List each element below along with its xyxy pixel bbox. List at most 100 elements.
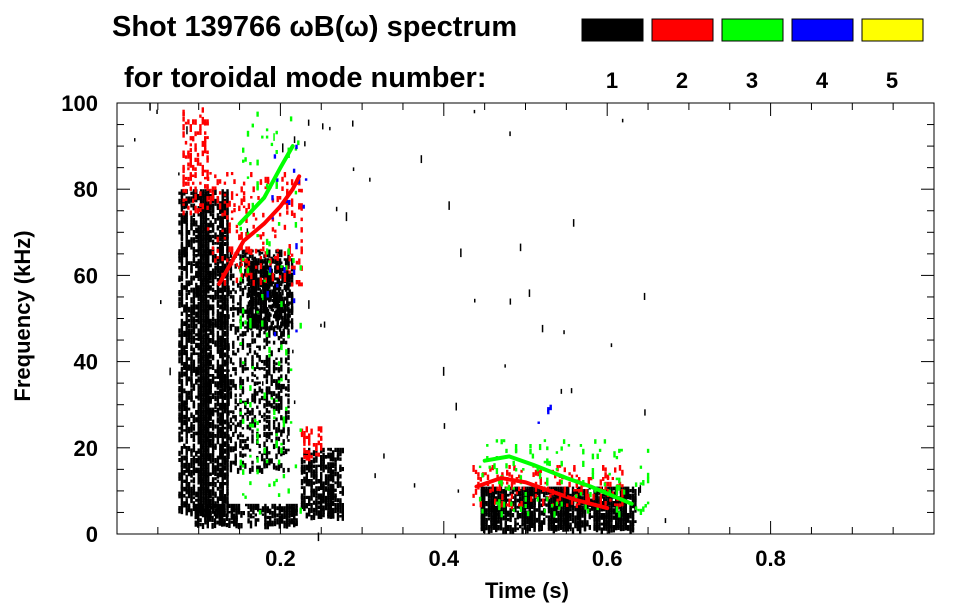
spectrum-cell-mode-1 bbox=[226, 191, 229, 196]
spectrum-cell-mode-2 bbox=[221, 256, 224, 262]
spectrum-cell-mode-1 bbox=[209, 263, 212, 268]
spectrum-cell-mode-2 bbox=[201, 164, 204, 171]
spectrum-cell-mode-1 bbox=[185, 369, 188, 372]
spectrum-cell-mode-1 bbox=[499, 508, 503, 513]
spectrum-cell-mode-1 bbox=[190, 220, 193, 225]
spectrum-cell-mode-1 bbox=[204, 359, 208, 363]
spectrum-cell-mode-2 bbox=[194, 133, 197, 137]
spectrum-cell-mode-1 bbox=[190, 491, 193, 497]
spectrum-cell-mode-2 bbox=[602, 477, 605, 481]
spectrum-cell-mode-1 bbox=[295, 523, 298, 527]
spectrum-cell-mode-1 bbox=[230, 506, 233, 511]
spectrum-cell-mode-1 bbox=[197, 455, 200, 461]
spectrum-cell-mode-1 bbox=[178, 342, 181, 347]
spectrum-cell-mode-1 bbox=[226, 414, 229, 418]
spectrum-cell-mode-1 bbox=[516, 505, 519, 509]
spectrum-cell-mode-1 bbox=[199, 378, 203, 382]
spectrum-cell-mode-1 bbox=[329, 495, 332, 500]
spectrum-cell-mode-2 bbox=[242, 205, 246, 209]
spectrum-cell-mode-1 bbox=[339, 481, 342, 488]
spectrum-cell-mode-1 bbox=[562, 513, 565, 518]
spectrum-cell-mode-2 bbox=[300, 205, 303, 211]
spectrum-cell-mode-1 bbox=[540, 498, 543, 502]
spectrum-cell-mode-1 bbox=[251, 254, 254, 258]
spectrum-cell-mode-1 bbox=[226, 189, 229, 194]
spectrum-cell-mode-2 bbox=[199, 128, 202, 135]
spectrum-cell-mode-1 bbox=[213, 518, 217, 525]
spectrum-cell-mode-1 bbox=[211, 338, 215, 345]
spectrum-cell-mode-1 bbox=[281, 275, 284, 279]
spectrum-cell-mode-1 bbox=[244, 412, 247, 416]
spectrum-cell-mode-1 bbox=[239, 379, 242, 383]
spectrum-cell-mode-1 bbox=[284, 340, 288, 345]
spectrum-cell-mode-1 bbox=[305, 505, 308, 509]
spectrum-cell-mode-1 bbox=[227, 424, 230, 429]
spectrum-cell-mode-1 bbox=[204, 515, 207, 521]
spectrum-cell-mode-1 bbox=[322, 452, 325, 458]
spectrum-cell-mode-1 bbox=[226, 366, 229, 371]
spectrum-cell-mode-1 bbox=[180, 273, 184, 276]
spectrum-cell-mode-1 bbox=[207, 412, 210, 419]
spectrum-cell-mode-1 bbox=[219, 462, 222, 467]
spectrum-cell-mode-1 bbox=[332, 507, 335, 514]
spectrum-cell-mode-2 bbox=[283, 224, 287, 230]
spectrum-cell-mode-1 bbox=[287, 467, 290, 473]
spectrum-cell-mode-1 bbox=[257, 260, 260, 266]
spectrum-cell-mode-2 bbox=[274, 256, 277, 260]
spectrum-cell-mode-1 bbox=[545, 503, 548, 507]
spectrum-cell-mode-1 bbox=[209, 498, 212, 505]
spectrum-cell-mode-1 bbox=[211, 470, 215, 475]
spectrum-cell-mode-2 bbox=[187, 152, 190, 159]
spectrum-cell-mode-2 bbox=[228, 200, 231, 207]
spectrum-cell-mode-1 bbox=[277, 249, 281, 255]
spectrum-cell-mode-1 bbox=[244, 333, 247, 337]
spectrum-cell-mode-2 bbox=[472, 467, 475, 472]
spectrum-cell-mode-1 bbox=[332, 500, 335, 505]
spectrum-cell-mode-1 bbox=[280, 434, 283, 437]
spectrum-cell-mode-1 bbox=[336, 507, 340, 513]
spectrum-cell-mode-2 bbox=[300, 433, 304, 438]
spectrum-cell-mode-2 bbox=[187, 176, 190, 182]
spectrum-cell-mode-1 bbox=[199, 314, 203, 317]
spectrum-cell-mode-1 bbox=[237, 523, 241, 530]
spectrum-cell-mode-2 bbox=[206, 205, 209, 210]
spectrum-cell-mode-1 bbox=[264, 515, 267, 522]
spectrum-cell-mode-1 bbox=[185, 455, 188, 459]
spectrum-cell-mode-1 bbox=[327, 447, 330, 451]
spectrum-cell-mode-1 bbox=[504, 508, 507, 512]
spectrum-cell-mode-1 bbox=[178, 412, 181, 416]
spectrum-cell-mode-1 bbox=[226, 506, 229, 511]
spectrum-cell-mode-1 bbox=[216, 266, 220, 271]
spectrum-cell-mode-1 bbox=[178, 254, 181, 259]
spectrum-cell-mode-1 bbox=[271, 260, 275, 264]
spectrum-cell-mode-1 bbox=[207, 321, 210, 328]
spectrum-cell-mode-1 bbox=[185, 501, 188, 507]
spectrum-cell-mode-1 bbox=[598, 498, 601, 503]
spectrum-cell-mode-1 bbox=[533, 527, 536, 532]
spectrum-cell-mode-1 bbox=[214, 268, 217, 271]
spectrum-cell-mode-1 bbox=[190, 191, 193, 195]
spectrum-cell-mode-2 bbox=[618, 481, 622, 488]
spectrum-cell-mode-1 bbox=[339, 498, 342, 503]
spectrum-cell-mode-1 bbox=[276, 270, 279, 273]
spectrum-cell-mode-1 bbox=[190, 333, 193, 338]
spectrum-cell-mode-1 bbox=[221, 342, 224, 347]
spectrum-cell-mode-1 bbox=[268, 359, 271, 367]
spectrum-cell-mode-1 bbox=[209, 362, 212, 367]
spectrum-cell-mode-1 bbox=[204, 251, 208, 257]
spectrum-cell-mode-1 bbox=[183, 501, 186, 505]
spectrum-cell-mode-1 bbox=[185, 316, 188, 320]
chart-title-line1: Shot 139766 ωB(ω) spectrum bbox=[112, 11, 517, 43]
spectrum-cell-mode-1 bbox=[214, 376, 217, 379]
spectrum-cell-mode-1 bbox=[221, 285, 224, 290]
spectrum-cell-mode-1 bbox=[268, 371, 271, 376]
spectrum-cell-mode-1 bbox=[197, 294, 200, 302]
spectrum-cell-mode-1 bbox=[199, 261, 203, 266]
spectrum-cell-mode-1 bbox=[211, 306, 215, 310]
spectrum-cell-mode-1 bbox=[199, 405, 203, 409]
spectrum-cell-mode-1 bbox=[557, 489, 560, 494]
spectrum-cell-mode-1 bbox=[257, 301, 260, 306]
spectrum-cell-mode-1 bbox=[252, 275, 255, 280]
spectrum-cell-mode-1 bbox=[192, 256, 196, 261]
spectrum-cell-mode-1 bbox=[219, 376, 222, 380]
